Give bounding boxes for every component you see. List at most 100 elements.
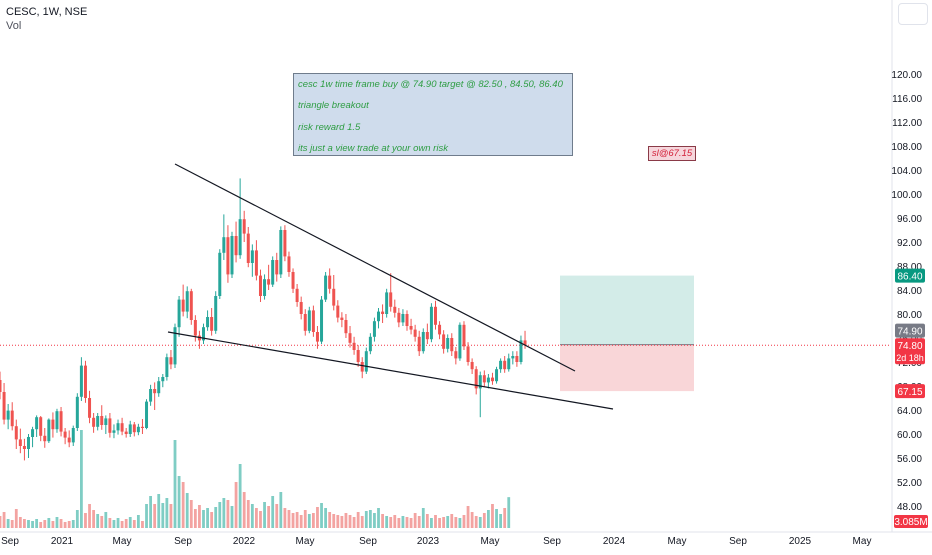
candle-body xyxy=(149,389,153,402)
candle-body xyxy=(169,357,173,365)
candle-body xyxy=(393,306,397,313)
target-zone xyxy=(560,275,694,345)
volume-bar xyxy=(141,521,144,528)
candle-body xyxy=(222,237,226,253)
volume-bar xyxy=(63,522,67,528)
entry-price-tag: 74.90 xyxy=(897,327,922,338)
stop-zone xyxy=(560,344,694,392)
candle-body xyxy=(315,332,319,342)
candle-body xyxy=(478,375,482,389)
price-tick-label: 112.00 xyxy=(892,118,922,129)
volume-bar xyxy=(271,496,275,528)
candle-body xyxy=(405,314,409,326)
volume-bar xyxy=(409,518,413,528)
target-price-tag-bg xyxy=(895,268,925,283)
volume-bar xyxy=(189,500,193,528)
lower-trendline xyxy=(167,331,614,410)
candle-body xyxy=(470,362,474,370)
volume-bar xyxy=(6,519,10,528)
volume-bar xyxy=(198,505,201,528)
candle-body xyxy=(26,437,30,449)
volume-tag-bg xyxy=(894,515,928,528)
volume-bar xyxy=(332,514,336,528)
volume-bar xyxy=(430,518,433,528)
volume-bar xyxy=(96,514,100,528)
volume-bar xyxy=(71,520,75,528)
volume-bar xyxy=(0,516,2,528)
candle-body xyxy=(523,340,527,346)
volume-bar xyxy=(230,506,234,528)
candle-body xyxy=(218,252,222,296)
volume-bar xyxy=(421,508,425,528)
candle-body xyxy=(14,426,18,440)
volume-bar xyxy=(454,517,458,528)
volume-bar xyxy=(491,504,494,528)
candle-body xyxy=(466,346,470,362)
volume-bar xyxy=(185,493,189,528)
volume-bar xyxy=(401,516,405,528)
candle-body xyxy=(246,233,250,263)
candle-body xyxy=(425,332,429,340)
candle-body xyxy=(340,317,344,320)
chart-settings-button[interactable] xyxy=(898,3,928,25)
volume-bar xyxy=(27,520,30,528)
volume-bar xyxy=(10,520,14,528)
symbol-title: CESC, 1W, NSE xyxy=(6,6,88,18)
volume-bar xyxy=(373,513,376,528)
volume-bar xyxy=(108,518,112,528)
candle-body xyxy=(112,430,116,433)
time-axis: Sep 2021 May Sep 2022 May Sep 2023 May Sep 2024 May… xyxy=(0,531,932,547)
candle-body xyxy=(173,327,177,365)
volume-bar xyxy=(478,517,482,528)
volume-bar xyxy=(104,512,108,528)
volume-bar xyxy=(287,510,291,528)
candle-body xyxy=(328,275,332,289)
volume-bar xyxy=(51,521,55,528)
note-line-2: triangle breakout xyxy=(298,100,369,111)
candle-body xyxy=(181,299,185,312)
volume-bars xyxy=(0,430,511,528)
candle-body xyxy=(364,351,368,372)
candle-body xyxy=(6,410,10,420)
candle-body xyxy=(206,317,210,328)
candle-body xyxy=(254,250,258,276)
candle-body xyxy=(503,360,507,370)
volume-bar xyxy=(23,519,26,528)
time-tick-label: May xyxy=(113,536,132,547)
candle-body xyxy=(303,314,307,331)
candle-body xyxy=(214,296,218,331)
candle-body xyxy=(0,380,2,392)
candle-body xyxy=(22,446,26,449)
candle-body xyxy=(458,324,462,359)
trendlines xyxy=(167,163,614,410)
candle-body xyxy=(96,416,100,427)
candle-body xyxy=(515,356,519,362)
volume-bar xyxy=(153,504,157,528)
candle-body xyxy=(153,389,157,394)
candle-body xyxy=(193,320,197,336)
volume-bar xyxy=(222,498,226,528)
candle-body xyxy=(104,418,108,425)
candle-body xyxy=(307,310,311,331)
candle-body xyxy=(165,357,169,377)
stop-price-tag: 67.15 xyxy=(897,387,922,398)
volume-bar xyxy=(145,504,148,528)
price-tick-label: 104.00 xyxy=(891,166,922,177)
volume-bar xyxy=(283,508,287,528)
candle-body xyxy=(250,250,254,263)
time-tick-label: 2022 xyxy=(233,536,256,547)
volume-bar xyxy=(75,510,79,528)
volume-bar xyxy=(149,496,152,528)
volume-bar xyxy=(356,512,360,528)
price-tick-label: 108.00 xyxy=(891,142,922,153)
price-tick-label: 60.00 xyxy=(897,430,922,441)
entry-price-tag-bg xyxy=(895,323,925,338)
candle-body xyxy=(511,356,515,359)
candle-body xyxy=(450,338,454,352)
candle-body xyxy=(381,311,385,314)
volume-bar xyxy=(450,514,454,528)
volume-bar xyxy=(47,518,51,528)
